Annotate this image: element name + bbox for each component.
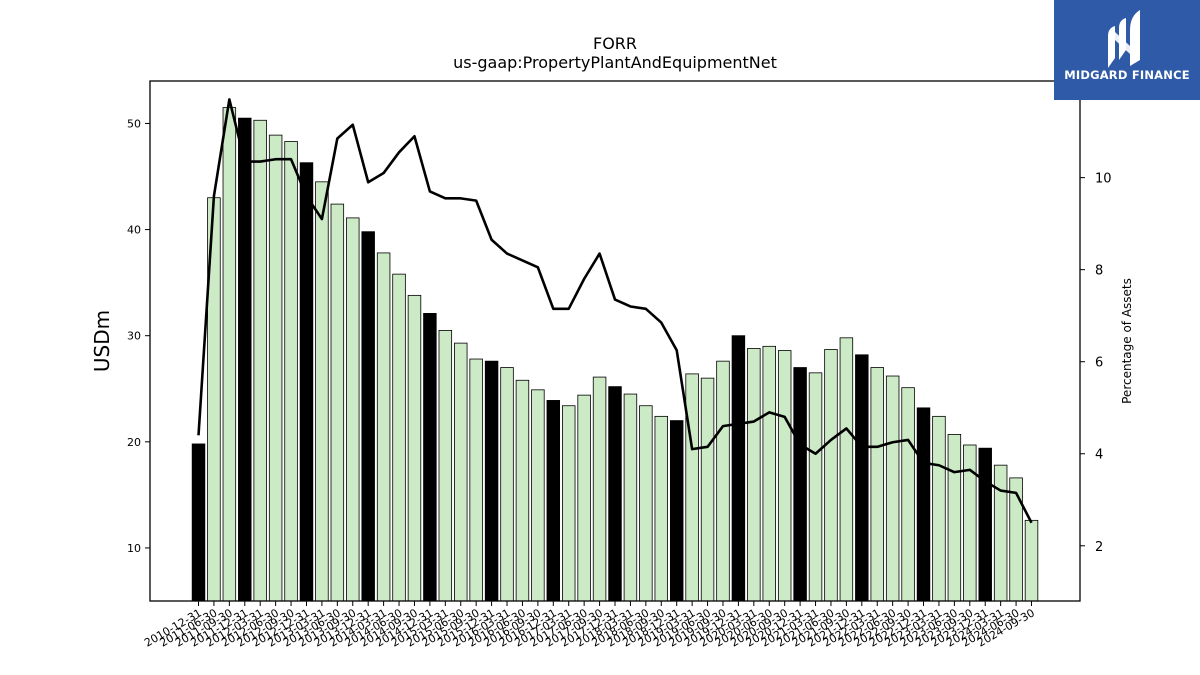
bar: [592, 376, 607, 602]
bar: [777, 350, 792, 602]
bar: [515, 379, 530, 602]
bar: [885, 375, 900, 602]
bar: [376, 252, 391, 602]
bar: [423, 313, 437, 602]
bar: [392, 273, 406, 602]
brand-logo: MIDGARD FINANCE: [1054, 0, 1200, 100]
bar: [793, 367, 807, 602]
bar: [268, 134, 283, 602]
bar: [824, 349, 838, 602]
midgard-m-icon: [1108, 10, 1140, 68]
bar: [284, 141, 298, 602]
bar: [839, 337, 854, 602]
bar: [299, 162, 314, 602]
bar: [669, 420, 684, 602]
bar: [1024, 519, 1039, 602]
axes: 10203040502468102010-12-312011-06-302011…: [127, 80, 1112, 650]
bar: [253, 119, 267, 602]
bar: [191, 443, 206, 602]
bar: [330, 203, 345, 602]
bar: [346, 217, 360, 602]
bar: [654, 415, 669, 602]
bar: [546, 400, 561, 602]
bar: [916, 407, 931, 602]
bar: [500, 367, 514, 602]
bar: [716, 360, 730, 602]
bar: [484, 360, 499, 602]
line-series: [197, 98, 1033, 524]
bar: [623, 393, 638, 602]
y-tick-label: 10: [127, 542, 141, 555]
y2-axis-label: Percentage of Assets: [1120, 278, 1134, 404]
bar: [639, 405, 653, 602]
bar: [870, 367, 884, 602]
y2-tick-label: 4: [1095, 448, 1103, 463]
bar: [531, 389, 545, 602]
y-tick-label: 50: [127, 117, 141, 130]
bar: [238, 117, 252, 602]
logo-text: MIDGARD FINANCE: [1064, 68, 1190, 82]
bar: [932, 415, 946, 602]
bar: [963, 444, 977, 602]
y2-tick-label: 8: [1095, 264, 1103, 279]
bar: [978, 447, 992, 602]
bar: [731, 335, 746, 602]
bar: [315, 181, 329, 602]
bar: [562, 405, 576, 602]
chart-title: FORR: [593, 34, 637, 53]
bar: [577, 394, 591, 602]
y2-tick-label: 10: [1095, 172, 1112, 187]
bar: [901, 387, 915, 602]
bar: [762, 345, 776, 602]
bar-series: [191, 107, 1039, 602]
bar: [947, 433, 962, 602]
bar: [222, 107, 237, 602]
bar: [855, 354, 869, 602]
chart-subtitle: us-gaap:PropertyPlantAndEquipmentNet: [453, 53, 777, 72]
bar: [993, 464, 1008, 602]
y-axis-label: USDm: [90, 310, 114, 372]
bar: [1009, 477, 1023, 602]
bar: [469, 358, 483, 602]
y-tick-label: 20: [127, 436, 141, 449]
y2-tick-label: 6: [1095, 356, 1103, 371]
bar: [685, 373, 699, 602]
bar: [407, 294, 422, 602]
bar: [747, 348, 761, 602]
series-line: [197, 98, 1033, 524]
bar: [608, 386, 622, 602]
bar: [808, 372, 823, 602]
bar: [438, 329, 453, 602]
bar: [454, 342, 468, 602]
y-tick-label: 30: [127, 330, 141, 343]
bar: [700, 377, 715, 602]
bar: [361, 231, 375, 602]
y-tick-label: 40: [127, 224, 141, 237]
y2-tick-label: 2: [1095, 540, 1103, 555]
